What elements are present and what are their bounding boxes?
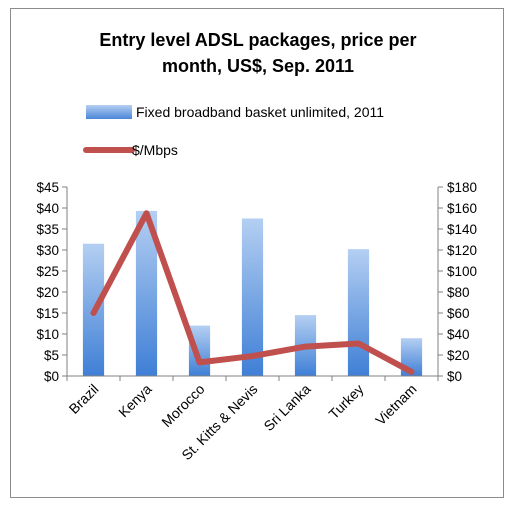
left-tick-label: $10 xyxy=(36,327,59,342)
legend-line-label: $/Mbps xyxy=(132,142,178,158)
right-tick-label: $140 xyxy=(447,222,477,237)
category-label: Brazil xyxy=(66,381,102,417)
right-tick-label: $0 xyxy=(447,369,462,384)
legend-bar-label: Fixed broadband basket unlimited, 2011 xyxy=(136,104,384,120)
left-tick-label: $5 xyxy=(44,348,59,363)
left-tick-label: $30 xyxy=(36,243,59,258)
category-label: Kenya xyxy=(115,381,155,421)
right-tick-label: $60 xyxy=(447,306,470,321)
right-tick-label: $80 xyxy=(447,285,470,300)
category-label: Morocco xyxy=(158,381,207,430)
category-label: Vietnam xyxy=(372,381,419,428)
bar xyxy=(347,249,370,376)
left-tick-label: $40 xyxy=(36,201,59,216)
right-axis: $0 $20 $40 $60 $80 $100 $120 $140 $160 $180 xyxy=(438,180,477,384)
line-series xyxy=(90,210,415,375)
chart-title-line-1: Entry level ADSL packages, price per xyxy=(99,30,416,50)
left-axis: $0 $5 $10 $15 $20 $25 $30 $35 $40 $45 xyxy=(36,180,67,384)
legend-bar-swatch xyxy=(86,105,132,119)
right-tick-label: $100 xyxy=(447,264,477,279)
chart-title-line-2: month, US$, Sep. 2011 xyxy=(162,56,354,76)
left-tick-label: $20 xyxy=(36,285,59,300)
category-label: Sri Lanka xyxy=(260,381,313,434)
right-tick-label: $120 xyxy=(447,243,477,258)
bar xyxy=(135,210,158,376)
bar xyxy=(241,218,264,376)
category-label: Turkey xyxy=(325,381,366,422)
left-tick-label: $35 xyxy=(36,222,59,237)
right-tick-label: $180 xyxy=(447,180,477,195)
right-tick-label: $160 xyxy=(447,201,477,216)
right-tick-label: $20 xyxy=(447,348,470,363)
left-tick-label: $15 xyxy=(36,306,59,321)
left-tick-label: $45 xyxy=(36,180,59,195)
left-tick-label: $0 xyxy=(44,369,59,384)
axes-lines xyxy=(66,187,439,381)
left-tick-label: $25 xyxy=(36,264,59,279)
right-tick-label: $40 xyxy=(447,327,470,342)
